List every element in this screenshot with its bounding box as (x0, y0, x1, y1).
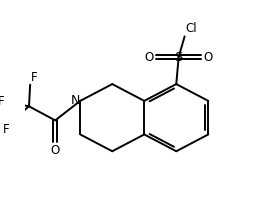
Text: F: F (0, 95, 4, 109)
Text: N: N (71, 94, 80, 107)
Text: O: O (203, 51, 213, 63)
Text: F: F (3, 123, 10, 136)
Text: O: O (51, 144, 60, 157)
Text: S: S (175, 51, 183, 63)
Text: Cl: Cl (186, 22, 197, 35)
Text: F: F (31, 71, 37, 83)
Text: O: O (145, 51, 154, 63)
